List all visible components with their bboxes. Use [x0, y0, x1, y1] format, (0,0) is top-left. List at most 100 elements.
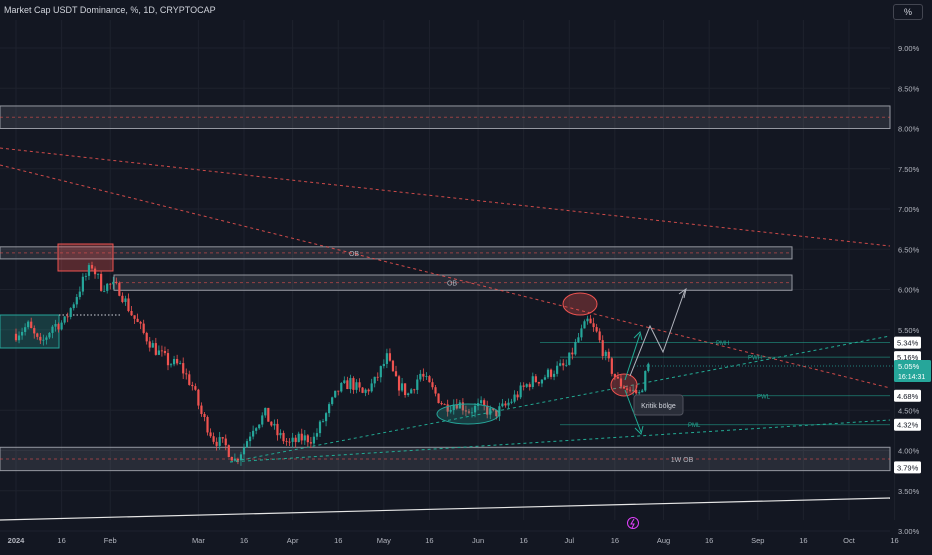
- candle-body: [531, 376, 534, 387]
- candle-body: [57, 323, 60, 330]
- candle-body: [273, 423, 276, 426]
- candle-body: [84, 275, 88, 277]
- candle-body: [385, 353, 388, 364]
- candle-body: [331, 397, 334, 405]
- candle-body: [157, 350, 160, 355]
- candle-body: [556, 365, 559, 374]
- candle-body: [613, 373, 616, 377]
- candle-body: [93, 268, 97, 275]
- candle-body: [504, 403, 507, 406]
- candle-body: [130, 310, 133, 316]
- y-tick-label: 4.00%: [898, 447, 920, 456]
- candle-body: [367, 389, 370, 392]
- candle-body: [315, 433, 319, 437]
- candle-body: [139, 321, 142, 324]
- candle-body: [641, 390, 644, 393]
- candle-body: [118, 282, 121, 296]
- grey-arrowhead: [678, 287, 687, 299]
- candle-body: [404, 383, 407, 396]
- chart-title: Market Cap USDT Dominance, %, 1D, CRYPTO…: [4, 5, 216, 15]
- candle-body: [562, 363, 565, 366]
- level-label: PMH: [716, 341, 729, 347]
- candle-body: [72, 304, 75, 309]
- candle-body: [516, 394, 519, 398]
- candle-body: [276, 423, 279, 436]
- candle-body: [489, 408, 492, 415]
- y-tick-label: 7.50%: [898, 165, 920, 174]
- candle-body: [236, 458, 240, 461]
- candle-body: [370, 383, 373, 392]
- candle-body: [127, 298, 130, 311]
- candle-body: [109, 283, 112, 285]
- x-tick-label: Oct: [843, 536, 856, 545]
- candle-body: [525, 384, 528, 387]
- candle-body: [455, 404, 458, 409]
- x-axis: 2024 16 Feb Mar 16 Apr 16 May 16 Jun 16 Jul 16 Aug 16 S…: [8, 536, 899, 545]
- candle-body: [543, 377, 547, 380]
- candle-body: [194, 386, 197, 390]
- candle-body: [355, 382, 358, 390]
- candle-body: [428, 376, 431, 383]
- candle-body: [291, 437, 294, 442]
- candle-body: [96, 273, 100, 275]
- candle-body: [473, 405, 477, 413]
- y-tick-label: 4.50%: [898, 406, 920, 415]
- candle-body: [495, 410, 498, 417]
- candle-body: [352, 378, 355, 390]
- candle-body: [17, 335, 21, 341]
- candle-body: [285, 441, 288, 442]
- demand-highlight-box: [0, 314, 60, 349]
- x-tick-label: 16: [57, 536, 65, 545]
- x-tick-label: May: [377, 536, 391, 545]
- candle-body: [431, 382, 434, 388]
- candle-body: [549, 369, 553, 377]
- candle-body: [133, 315, 136, 319]
- candle-body: [270, 421, 273, 426]
- candle-body: [583, 321, 586, 329]
- current-price-text: 5.05%: [898, 362, 920, 371]
- candle-body: [282, 432, 285, 442]
- candle-body: [300, 433, 303, 441]
- candle-body: [510, 401, 513, 403]
- candle-body: [151, 343, 154, 348]
- candle-body: [142, 323, 145, 333]
- candle-body: [321, 421, 325, 422]
- candle-body: [264, 407, 267, 416]
- candle-body: [410, 389, 413, 394]
- x-tick-label: 16: [890, 536, 898, 545]
- top-highlight-ellipse: [562, 292, 598, 316]
- candle-body: [434, 387, 437, 394]
- projection-arrows: [624, 287, 687, 435]
- candle-body: [90, 265, 94, 269]
- candle-body: [446, 404, 449, 412]
- candle-body: [480, 400, 483, 404]
- candle-body: [458, 402, 461, 409]
- candle-body: [437, 393, 440, 404]
- candle-body: [255, 428, 258, 431]
- candle-body: [522, 385, 525, 387]
- current-price-countdown: 16:14:31: [898, 374, 925, 381]
- candle-body: [574, 341, 577, 355]
- candle-body: [14, 333, 18, 341]
- candle-body: [534, 376, 537, 383]
- x-tick-label: 16: [425, 536, 433, 545]
- candle-body: [470, 412, 474, 414]
- price-badge-bg: [894, 418, 921, 431]
- y-tick-label: 8.00%: [898, 125, 920, 134]
- percent-scale-button[interactable]: %: [893, 4, 923, 20]
- candle-body: [54, 323, 57, 327]
- teal-down-arrow: [624, 389, 642, 433]
- candle-body: [400, 383, 404, 391]
- candle-body: [136, 318, 139, 322]
- candle-body: [577, 337, 580, 342]
- y-axis: 9.00% 8.50% 8.00% 7.50% 7.00% 6.50% 6.00% 5.50%…: [898, 44, 920, 536]
- price-badges: 5.34% 5.16% 4.68% 4.32% 3.79% 5.05% 16:14:31: [634, 336, 931, 474]
- candle-body: [312, 436, 316, 444]
- candle-body: [252, 430, 255, 437]
- candle-body: [540, 379, 544, 384]
- x-tick-label: 2024: [8, 536, 26, 545]
- x-tick-label: 16: [520, 536, 528, 545]
- x-tick-label: 16: [240, 536, 248, 545]
